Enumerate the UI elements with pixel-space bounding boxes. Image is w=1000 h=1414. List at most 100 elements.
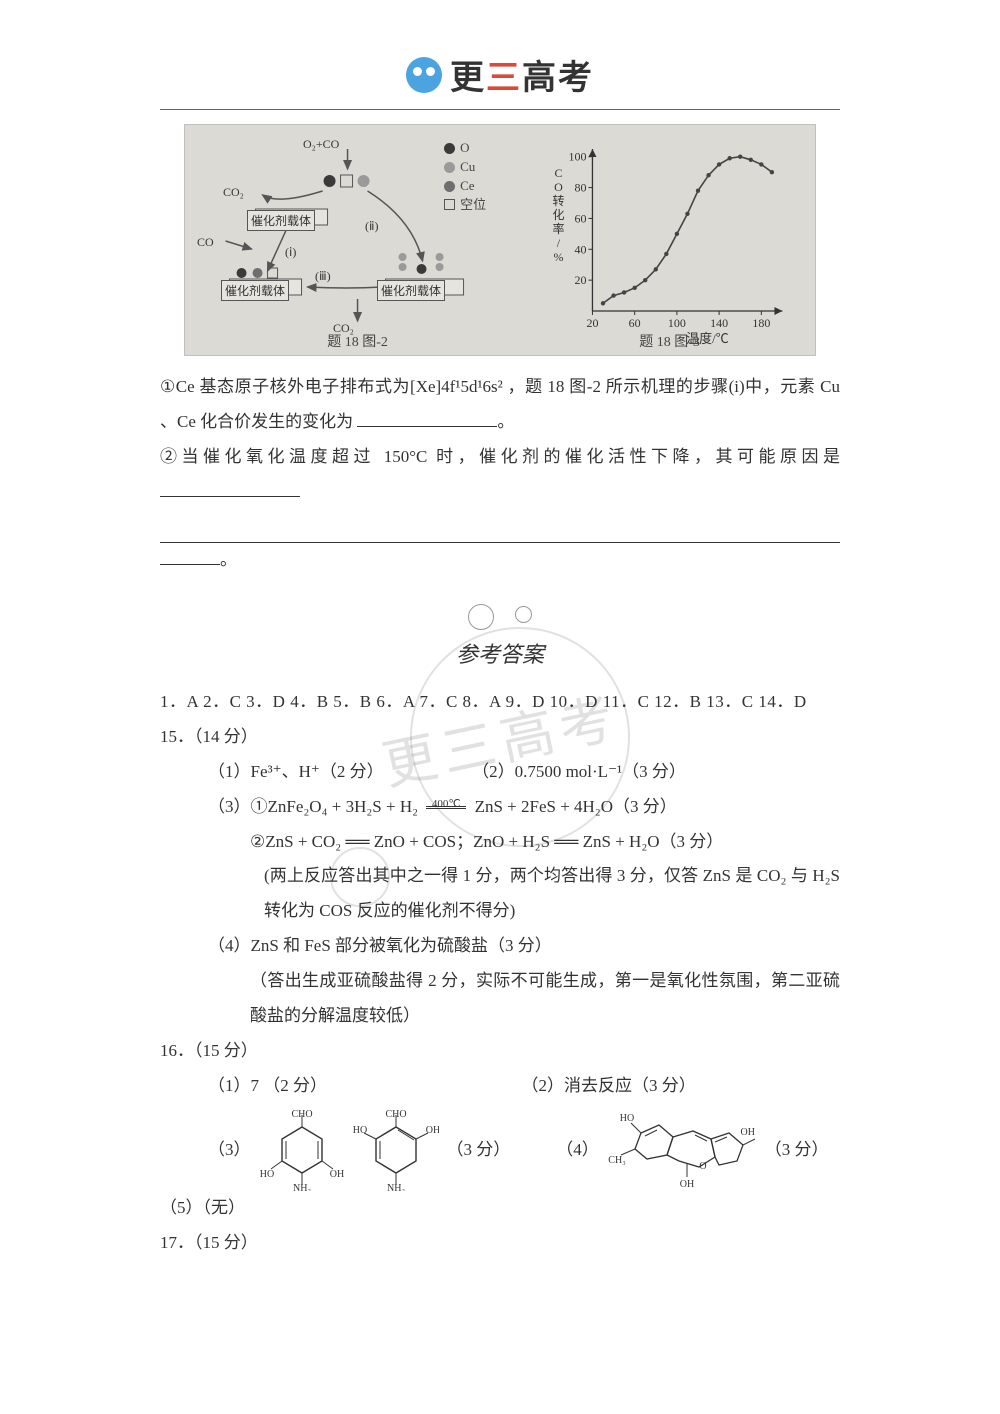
figure-left-diagram: O₂+CO CO₂ CO (ⅰ) (ⅱ) (ⅲ) CO₂ 催化剂载体 催化剂载体… [195, 139, 520, 349]
svg-text:O: O [554, 180, 563, 194]
q16-2: （2）消去反应（3 分） [522, 1076, 696, 1095]
svg-text:NH₂: NH₂ [293, 1183, 311, 1191]
q2-blank-line [160, 515, 840, 543]
legend-cu: Cu [460, 158, 475, 177]
figure-box: O₂+CO CO₂ CO (ⅰ) (ⅱ) (ⅲ) CO₂ 催化剂载体 催化剂载体… [184, 124, 816, 356]
legend-ce: Ce [460, 177, 474, 196]
q16-3-pts: （3 分） [447, 1133, 511, 1168]
brand-header: 更三高考 [160, 50, 840, 99]
q2-blank-a [160, 480, 300, 497]
q15-1a: （1）Fe³⁺、H⁺（2 分） [208, 762, 384, 781]
svg-text:60: 60 [629, 316, 641, 330]
legend-dot-o [444, 143, 455, 154]
figure-right-chart: 204060801002060100140180温度/℃CO转化率/% 题 18… [534, 139, 805, 349]
answers-section: 更三高考 参考答案 1．A 2．C 3．D 4．B 5．B 6．A 7．C 8．… [160, 637, 840, 1261]
brand-text: 更三高考 [450, 50, 594, 99]
label-step-iii: (ⅲ) [315, 269, 331, 284]
svg-text:/: / [557, 236, 561, 250]
svg-text:HO: HO [620, 1113, 634, 1124]
q15-p3-2: ②ZnS + CO₂ ══ ZnO + COS；ZnO + H₂S ══ ZnS… [160, 825, 840, 860]
svg-text:C: C [555, 166, 563, 180]
q16-4-label: （4） [556, 1133, 599, 1168]
q16-3-label: （3） [208, 1133, 251, 1168]
label-o2co: O₂+CO [303, 137, 339, 152]
question-body: ①Ce 基态原子核外电子排布式为[Xe]4f¹5d¹6s² ，题 18 图-2 … [160, 370, 840, 578]
q15-1b: （2）0.7500 mol·L⁻¹（3 分） [472, 762, 686, 781]
svg-text:CHO: CHO [291, 1109, 312, 1120]
catalyst-box-2: 催化剂载体 [221, 280, 289, 301]
svg-text:化: 化 [553, 208, 565, 222]
q16-5: （5）（无） [160, 1191, 840, 1226]
svg-text:OH: OH [425, 1125, 438, 1136]
legend-sq-vac [444, 199, 455, 210]
label-step-i: (ⅰ) [285, 245, 296, 260]
q16-p12: （1）7 （2 分） （2）消去反应（3 分） [160, 1069, 840, 1104]
page: 更三高考 [0, 0, 1000, 1301]
svg-text:HO: HO [353, 1125, 367, 1136]
q16-4-structure: HO CH₃ OH O OH [607, 1109, 757, 1191]
fig-right-caption: 题 18 图-3 [534, 331, 805, 351]
svg-text:100: 100 [569, 150, 587, 164]
answers-title: 参考答案 [160, 637, 840, 669]
label-step-ii: (ⅱ) [365, 219, 378, 234]
decorative-circles [160, 604, 840, 635]
mc-answers: 1．A 2．C 3．D 4．B 5．B 6．A 7．C 8．A 9．D 10．D… [160, 685, 840, 720]
q1-end: 。 [497, 412, 514, 431]
q15-3-rhs: ZnS + 2FeS + 4H₂O（3 分） [475, 797, 677, 816]
q16-1: （1）7 （2 分） [208, 1076, 327, 1095]
svg-text:O: O [699, 1161, 706, 1172]
svg-text:OH: OH [680, 1179, 694, 1190]
legend-vac: 空位 [460, 196, 486, 215]
deco-circle-2 [515, 606, 532, 623]
owl-icon [406, 57, 442, 93]
q15-p1: （1）Fe³⁺、H⁺（2 分） （2）0.7500 mol·L⁻¹（3 分） [160, 755, 840, 790]
svg-text:20: 20 [587, 316, 599, 330]
deco-circle-1 [468, 604, 494, 630]
q2-blank-b [160, 548, 220, 565]
brand-post: 高考 [522, 59, 594, 97]
q16-head: 16．（15 分） [160, 1034, 840, 1069]
diagram-legend: O Cu Ce 空位 [444, 139, 486, 214]
legend-dot-ce [444, 181, 455, 192]
arrow-condition: 400℃ [422, 793, 470, 816]
brand-logo-wrap: 更三高考 [406, 50, 594, 99]
q15-3-lhs: （3）①ZnFe₂O₄ + 3H₂S + H₂ [208, 797, 418, 816]
q15-p3-1: （3）①ZnFe₂O₄ + 3H₂S + H₂ 400℃ ZnS + 2FeS … [160, 790, 840, 825]
q2-text: ②当催化氧化温度超过 150°C 时，催化剂的催化活性下降，其可能原因是 [160, 447, 840, 466]
q1-blank [357, 410, 497, 427]
q16-4-pts: （3 分） [765, 1133, 829, 1168]
svg-text:NH₂: NH₂ [387, 1183, 405, 1191]
legend-o: O [460, 139, 469, 158]
svg-text:140: 140 [710, 316, 728, 330]
question-1: ①Ce 基态原子核外电子排布式为[Xe]4f¹5d¹6s² ，题 18 图-2 … [160, 370, 840, 440]
svg-text:20: 20 [575, 273, 587, 287]
svg-text:OH: OH [740, 1127, 754, 1138]
q16-figures-row: （3） CHO HO OH NH₂ [208, 1109, 840, 1191]
q15-p4-note: （答出生成亚硫酸盐得 2 分，实际不可能生成，第一是氧化性氛围，第二亚硫酸盐的分… [160, 964, 840, 1034]
svg-text:OH: OH [329, 1169, 343, 1180]
q17-head: 17．（15 分） [160, 1226, 840, 1261]
label-co: CO [197, 235, 214, 250]
q16-3-structure-a: CHO HO OH NH₂ [259, 1109, 345, 1191]
legend-dot-cu [444, 162, 455, 173]
catalyst-box-1: 催化剂载体 [247, 210, 315, 231]
svg-text:80: 80 [575, 181, 587, 195]
reaction-arrow: 400℃ [422, 804, 470, 811]
q16-3-structure-b: CHO HO OH NH₂ [353, 1109, 439, 1191]
co-conversion-chart: 204060801002060100140180温度/℃CO转化率/% [534, 139, 805, 349]
svg-text:100: 100 [668, 316, 686, 330]
catalyst-box-3: 催化剂载体 [377, 280, 445, 301]
brand-pre: 更 [450, 59, 486, 97]
svg-text:HO: HO [259, 1169, 273, 1180]
brand-red: 三 [486, 59, 522, 97]
q15-head: 15．（14 分） [160, 720, 840, 755]
svg-text:CHO: CHO [385, 1109, 406, 1120]
q15-p4: （4）ZnS 和 FeS 部分被氧化为硫酸盐（3 分） [160, 929, 840, 964]
svg-text:40: 40 [575, 242, 587, 256]
svg-text:60: 60 [575, 211, 587, 225]
q2-end: 。 [220, 550, 237, 569]
svg-text:率: 率 [553, 221, 565, 236]
question-2: ②当催化氧化温度超过 150°C 时，催化剂的催化活性下降，其可能原因是 [160, 440, 840, 510]
fig-left-caption: 题 18 图-2 [195, 331, 520, 351]
svg-text:%: % [554, 250, 564, 264]
